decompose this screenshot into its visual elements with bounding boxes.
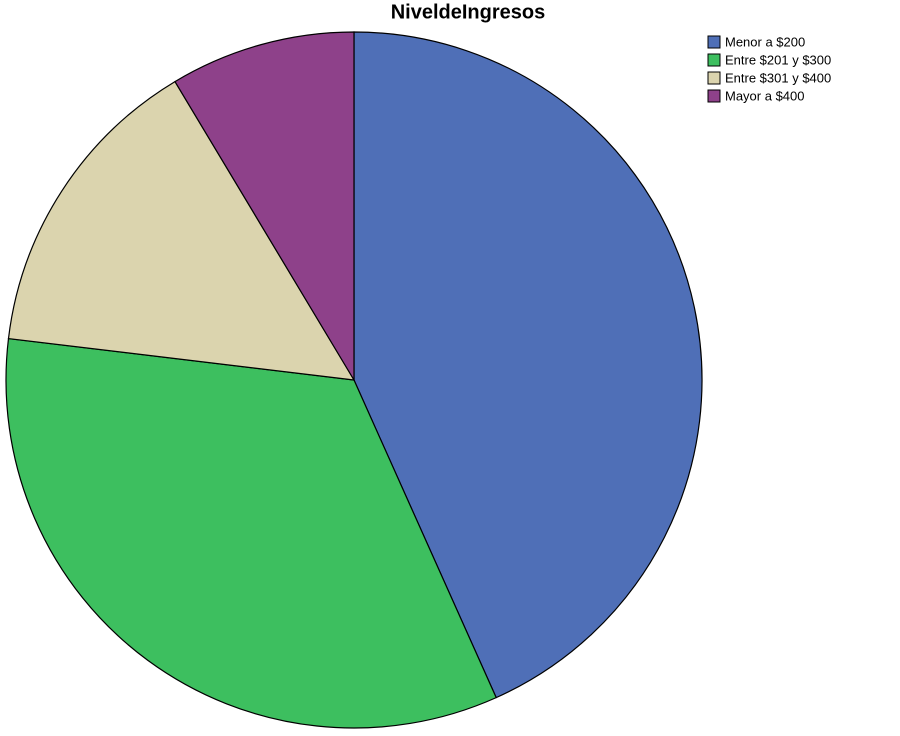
- legend-label: Mayor a $400: [725, 88, 805, 103]
- legend-swatch: [707, 71, 721, 85]
- chart-title: NiveldeIngresos: [391, 1, 546, 23]
- pie-slice: [174, 31, 355, 383]
- legend-label: Menor a $200: [725, 34, 805, 49]
- legend-swatch: [707, 89, 721, 103]
- legend-swatch: [707, 35, 721, 49]
- pie-slice: [353, 31, 703, 699]
- pie-slice: [5, 337, 498, 729]
- legend-label: Entre $201 y $300: [725, 52, 831, 67]
- legend-label: Entre $301 y $400: [725, 70, 831, 85]
- legend-swatch: [707, 53, 721, 67]
- pie-slice: [7, 80, 356, 381]
